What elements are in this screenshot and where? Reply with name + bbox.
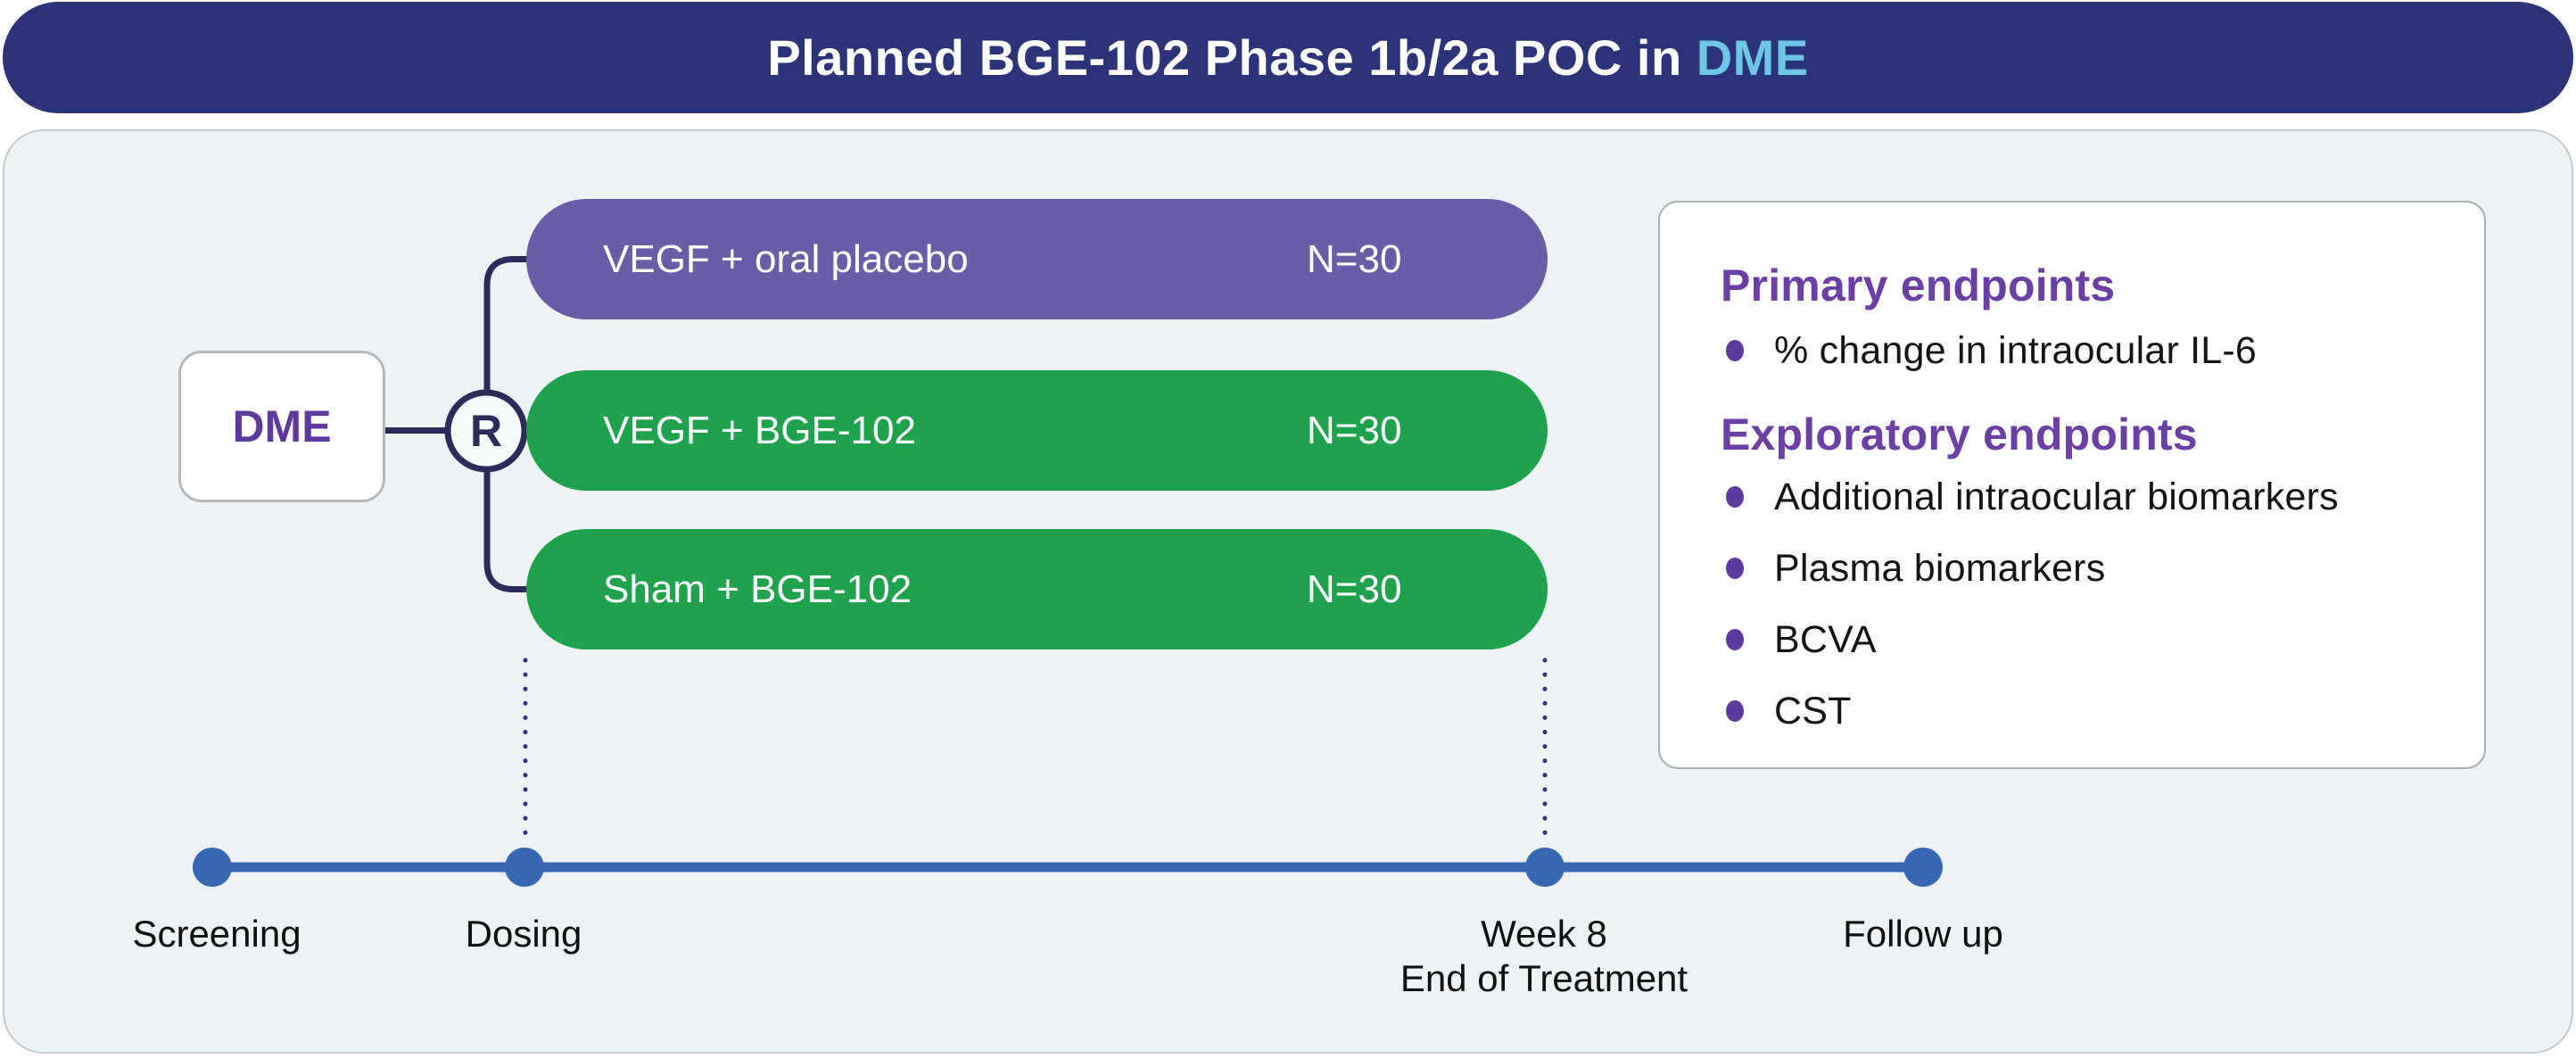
bullet-icon <box>1726 340 1744 361</box>
milestone-subtext: End of Treatment <box>1399 957 1688 999</box>
endpoint-text: Plasma biomarkers <box>1774 547 2106 590</box>
branch-to-arm1 <box>483 256 532 396</box>
bullet-icon <box>1726 700 1744 722</box>
randomization-label: R <box>469 406 503 456</box>
primary-endpoints-heading: Primary endpoints <box>1721 261 2116 310</box>
arm-label: VEGF + BGE-102 <box>603 408 916 452</box>
timeline-dot-followup <box>1903 848 1943 887</box>
endpoint-item: Additional intraocular biomarkers <box>1726 476 2339 519</box>
endpoint-item: BCVA <box>1726 618 1877 662</box>
title-bar: Planned BGE-102 Phase 1b/2a POC in DME <box>3 2 2573 113</box>
arm-sample-size: N=30 <box>1307 408 1402 452</box>
milestone-text: Screening <box>132 913 301 955</box>
milestone-text: Dosing <box>465 913 582 955</box>
exploratory-endpoints-heading: Exploratory endpoints <box>1721 410 2198 459</box>
milestone-label-screening: Screening <box>132 912 301 956</box>
randomization-circle <box>444 389 528 473</box>
milestone-text: Follow up <box>1843 913 2003 955</box>
endpoint-item: % change in intraocular IL-6 <box>1726 329 2257 373</box>
endpoint-text: % change in intraocular IL-6 <box>1774 329 2258 372</box>
milestone-label-dosing: Dosing <box>466 912 582 956</box>
timeline-dot-dosing <box>505 848 544 887</box>
branch-to-arm3 <box>483 466 532 592</box>
trial-arm-pill-3: Sham + BGE-102 N=30 <box>526 529 1548 649</box>
arm-sample-size: N=30 <box>1307 236 1402 281</box>
endpoint-item: CST <box>1726 690 1852 733</box>
timeline-dot-week8 <box>1525 848 1565 887</box>
bullet-icon <box>1726 558 1744 579</box>
endpoint-text: BCVA <box>1774 618 1877 661</box>
timeline-dot-screening <box>193 848 232 887</box>
arm-sample-size: N=30 <box>1307 567 1402 611</box>
trial-arm-pill-1: VEGF + oral placebo N=30 <box>526 199 1548 319</box>
trial-arm-pill-2: VEGF + BGE-102 N=30 <box>526 370 1548 491</box>
endpoint-item: Plasma biomarkers <box>1726 547 2105 591</box>
milestone-text: Week 8 <box>1481 913 1607 955</box>
endpoint-text: CST <box>1774 690 1852 732</box>
bullet-icon <box>1726 486 1744 508</box>
milestone-label-week8: Week 8 End of Treatment <box>1400 912 1688 1001</box>
endpoints-panel: Primary endpoints % change in intraocula… <box>1658 201 2486 769</box>
page-title: Planned BGE-102 Phase 1b/2a POC in <box>767 29 1697 86</box>
dme-label: DME <box>232 401 332 451</box>
endpoint-text: Additional intraocular biomarkers <box>1774 476 2339 518</box>
arm-label: VEGF + oral placebo <box>603 236 969 281</box>
arm-label: Sham + BGE-102 <box>603 567 912 611</box>
dme-source-box: DME <box>178 351 385 502</box>
page-title-highlight: DME <box>1696 29 1809 86</box>
milestone-label-followup: Follow up <box>1843 912 2003 956</box>
bullet-icon <box>1726 629 1744 650</box>
